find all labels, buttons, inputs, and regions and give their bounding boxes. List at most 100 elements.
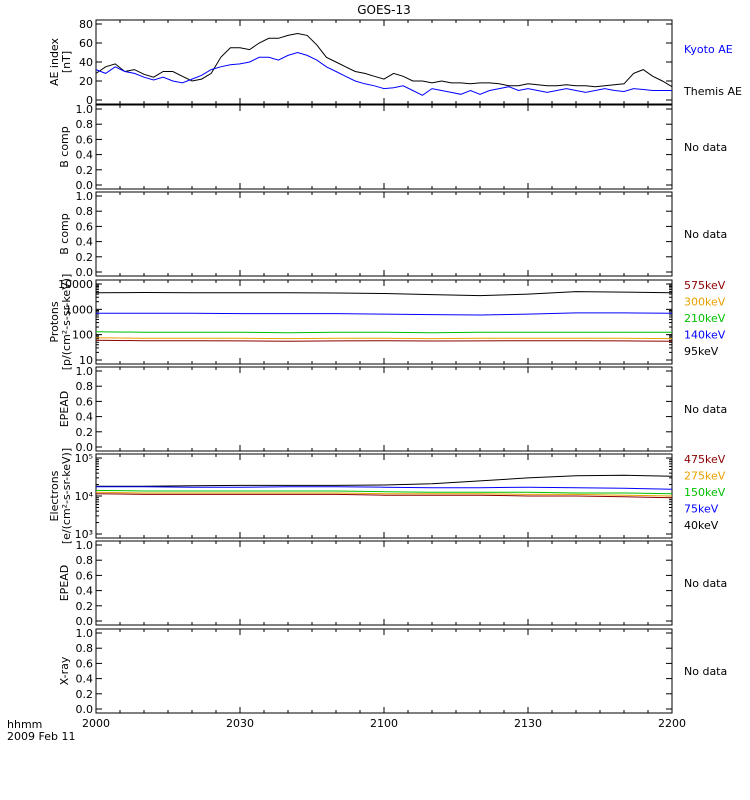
ytick-label: 0.2 (76, 688, 94, 701)
ytick-label: 0.4 (76, 411, 94, 424)
legend-475kev: 475keV (684, 453, 726, 466)
panel-ae: 0 20 40 60 80 AE index [nT] Themis AE Kyoto AE (48, 18, 742, 107)
y-axis-title: X-ray (58, 656, 71, 685)
panel-protons: 10 100 1000 10000 Protons [p/(cm²-s-sr-keV)] 9… (48, 274, 726, 371)
ytick-label: 60 (79, 37, 93, 50)
ytick-label: 0.8 (76, 380, 94, 393)
y-axis-title: [p/(cm²-s-sr-keV)] (60, 274, 73, 371)
ytick-label: 80 (79, 18, 93, 31)
ytick-label: 0.4 (76, 149, 94, 162)
y-axis-title: EPEAD (58, 565, 71, 602)
y-axis-title: Electrons (48, 470, 61, 521)
ytick-label: 0.0 (76, 266, 94, 279)
legend-kyoto-ae: Kyoto AE (684, 43, 733, 56)
y-axis-title: Protons (48, 301, 61, 342)
series-line-275kev (95, 491, 673, 497)
ytick-label: 0.0 (76, 615, 94, 628)
ytick-label: 0.6 (76, 395, 94, 408)
panel-electrons: 10³ 10⁴ 10⁵ Electrons [e/(cm²-s-sr-keV)] 40ke… (48, 448, 726, 544)
ytick-label: 0.0 (76, 703, 94, 716)
y-axis-title: AE index (48, 37, 61, 86)
ytick-label: 40 (79, 56, 93, 69)
ytick-label: 0.0 (76, 179, 94, 192)
series-line-140kev (96, 312, 673, 316)
panel-frame (95, 540, 673, 626)
legend-95kev: 95keV (684, 345, 719, 358)
panel-frame (95, 191, 673, 277)
series-line-75kev (96, 486, 673, 490)
ytick-label: 1.0 (76, 190, 94, 203)
panels-group: 0 20 40 60 80 AE index [nT] Themis AE Kyoto AE 0.… (48, 18, 742, 716)
xtick-label: 2100 (370, 717, 398, 730)
ytick-label: 20 (79, 75, 93, 88)
ytick-label: 0.8 (76, 118, 94, 131)
ytick-label: 0.4 (76, 236, 94, 249)
ytick-label: 1.0 (76, 103, 94, 116)
ytick-label: 0.2 (76, 426, 94, 439)
ytick-label: 0 (86, 94, 93, 107)
ytick-label: 10000 (58, 278, 93, 291)
ytick-label: 0.6 (76, 133, 94, 146)
y-axis-title: EPEAD (58, 391, 71, 428)
ytick-label: 10 (79, 354, 93, 367)
ytick-label: 0.8 (76, 642, 94, 655)
no-data-label: No data (684, 141, 727, 154)
panel-frame (95, 366, 673, 452)
y-axis-title: B comp (58, 213, 71, 255)
ytick-label: 1000 (65, 303, 93, 316)
xtick-label: 2200 (658, 717, 686, 730)
ytick-label: 1.0 (76, 627, 94, 640)
ytick-label: 1.0 (76, 539, 94, 552)
ytick-label: 0.0 (76, 441, 94, 454)
legend-575kev: 575keV (684, 279, 726, 292)
ytick-label: 10⁴ (75, 490, 94, 503)
series-line-300kev (95, 337, 673, 340)
series-line-575kev (95, 339, 673, 342)
panel-b2: 0.0 0.2 0.4 0.6 0.8 1.0 B comp No data (58, 190, 727, 279)
ytick-label: 0.4 (76, 585, 94, 598)
series-line-themis-ae (95, 32, 673, 88)
legend-300kev: 300keV (684, 296, 726, 309)
legend-themis-ae: Themis AE (683, 85, 742, 98)
xtick-label: 2030 (226, 717, 254, 730)
legend-275kev: 275keV (684, 470, 726, 483)
ytick-label: 0.8 (76, 205, 94, 218)
panel-b1: 0.0 0.2 0.4 0.6 0.8 1.0 B comp No data (58, 103, 727, 192)
ytick-label: 0.4 (76, 673, 94, 686)
panel-epead1: 0.0 0.2 0.4 0.6 0.8 1.0 EPEAD No data (58, 365, 727, 454)
legend-75kev: 75keV (684, 503, 719, 516)
legend-40kev: 40keV (684, 519, 719, 532)
ytick-label: 1.0 (76, 365, 94, 378)
legend-140kev: 140keV (684, 329, 726, 342)
series-line-40kev (96, 474, 673, 487)
time-axis: hhmm 2009 Feb 11 2000 2030 2100 2130 2200 (7, 717, 686, 743)
ytick-label: 100 (72, 329, 93, 342)
ytick-label: 10⁵ (75, 452, 93, 465)
ytick-label: 0.6 (76, 569, 94, 582)
no-data-label: No data (684, 228, 727, 241)
ytick-label: 0.2 (76, 164, 94, 177)
series-line-475kev (95, 493, 673, 499)
y-axis-title: [e/(cm²-s-sr-keV)] (60, 448, 73, 544)
legend-150kev: 150keV (684, 486, 726, 499)
ytick-label: 0.6 (76, 220, 94, 233)
panel-frame (95, 628, 673, 714)
no-data-label: No data (684, 403, 727, 416)
legend-210kev: 210keV (684, 312, 726, 325)
xtick-label: 2000 (82, 717, 110, 730)
series-line-210kev (95, 331, 672, 334)
y-axis-title: [nT] (60, 51, 73, 73)
no-data-label: No data (684, 577, 727, 590)
series-line-95kev (95, 291, 673, 297)
no-data-label: No data (684, 665, 727, 678)
time-axis-label-hhmm: hhmm (7, 718, 42, 731)
panel-epead2: 0.0 0.2 0.4 0.6 0.8 1.0 EPEAD No data (58, 539, 727, 628)
panel-frame (95, 104, 673, 190)
y-axis-title: B comp (58, 126, 71, 168)
ytick-label: 0.6 (76, 657, 94, 670)
series-line-150kev (95, 489, 673, 495)
xtick-label: 2130 (514, 717, 542, 730)
time-axis-label-date: 2009 Feb 11 (7, 730, 75, 743)
ytick-label: 10³ (75, 528, 93, 541)
